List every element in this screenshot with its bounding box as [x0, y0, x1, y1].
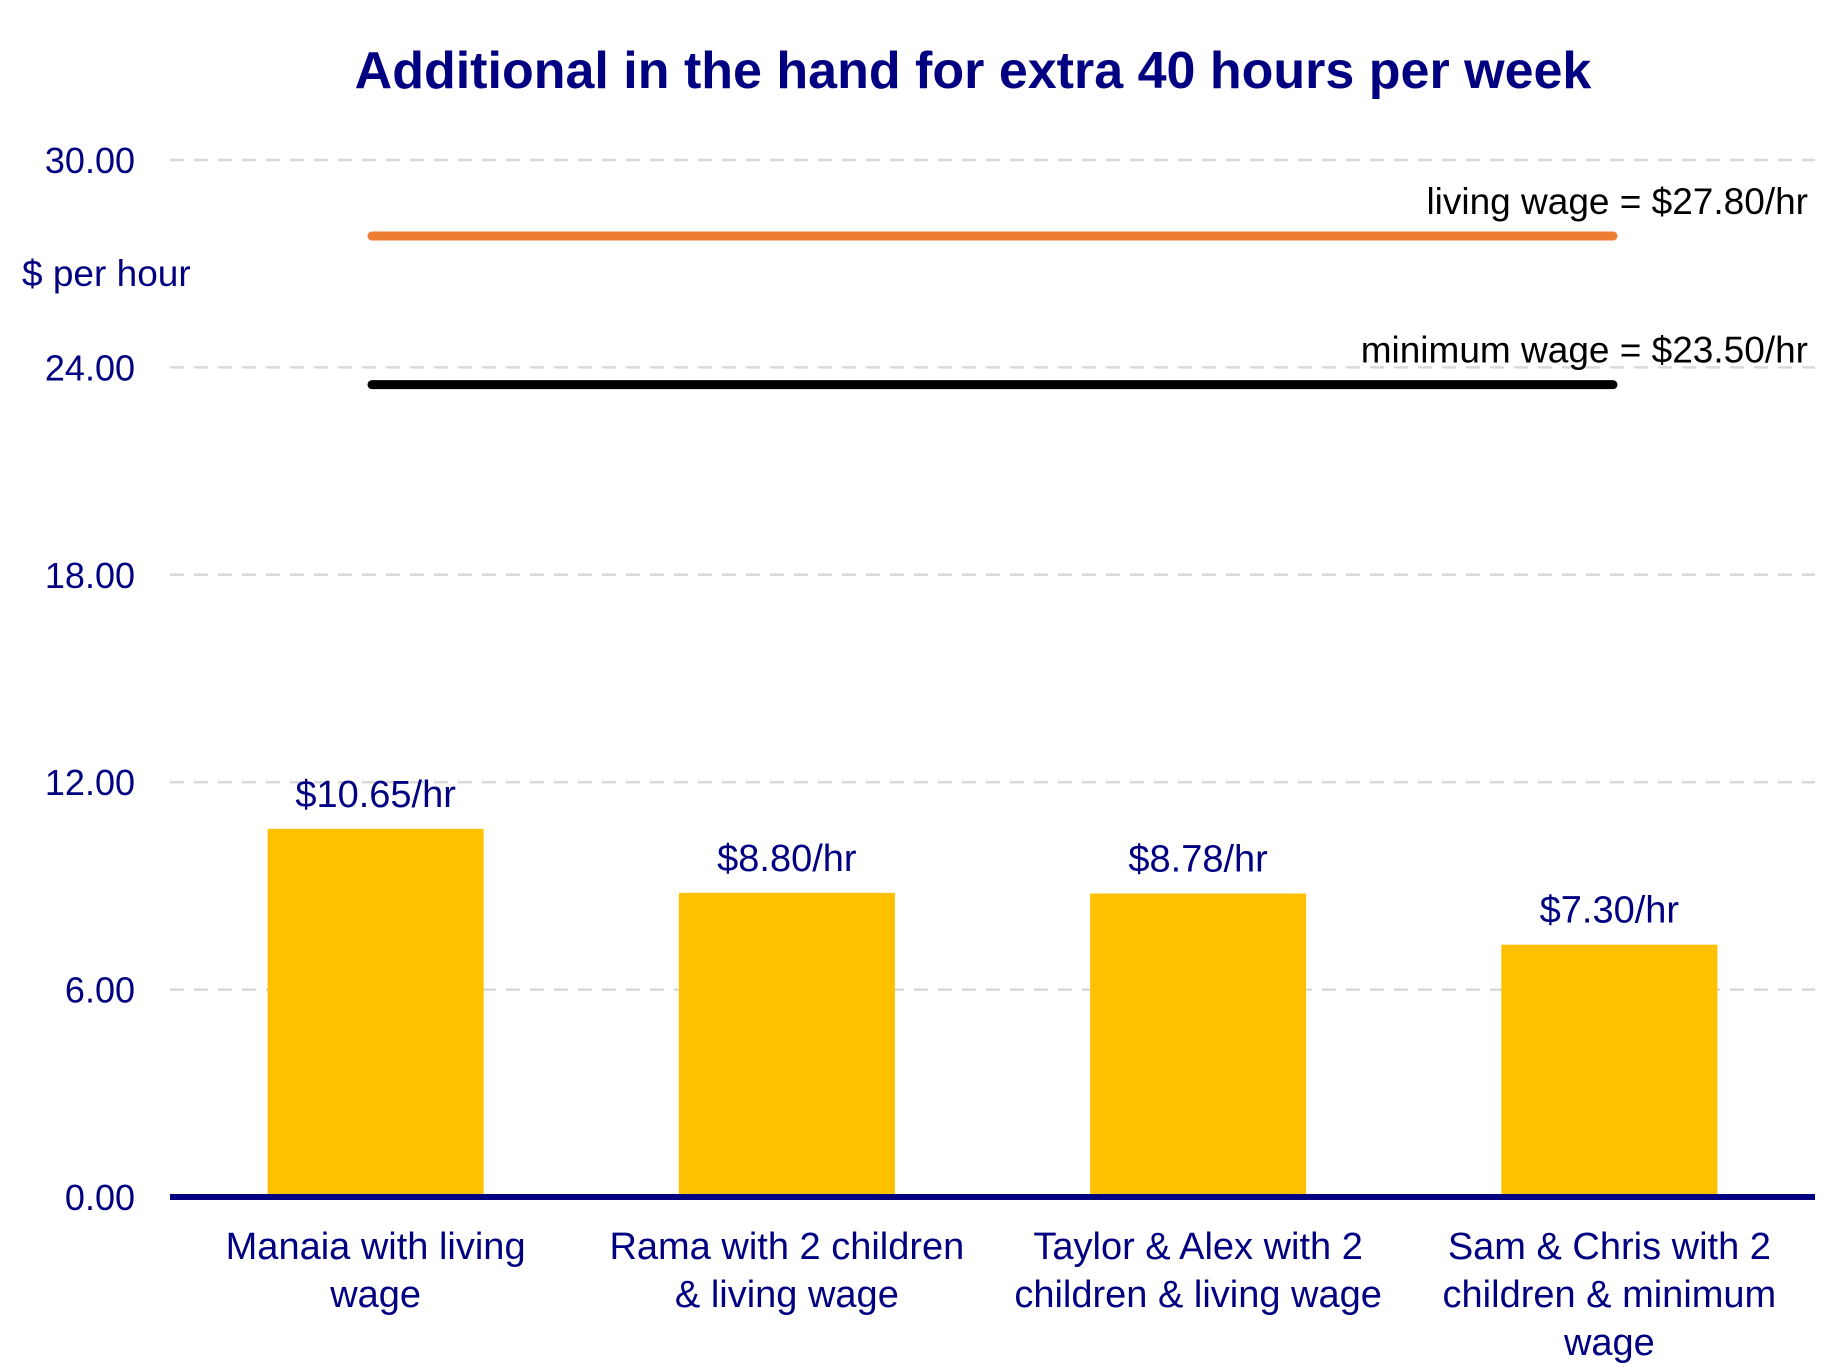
- category-label-line: Manaia with living: [226, 1226, 526, 1268]
- category-label-line: Taylor & Alex with 2: [1033, 1226, 1362, 1268]
- bar-value-label: $10.65/hr: [295, 774, 456, 816]
- category-labels: Manaia with living wage Rama with 2 childr…: [226, 1226, 1777, 1364]
- y-tick-label: 18.00: [45, 555, 135, 596]
- bar: [1501, 944, 1718, 1197]
- bar-value-label: $7.30/hr: [1540, 890, 1680, 932]
- category-label-line: wage: [329, 1274, 421, 1316]
- reference-lines: living wage = $27.80/hr minimum wage = $2…: [367, 181, 1808, 390]
- category-label-line: & living wage: [675, 1274, 899, 1316]
- chart-title: Additional in the hand for extra 40 hour…: [355, 42, 1592, 100]
- y-axis-ticks: 0.00 6.00 12.00 18.00 24.00 30.00: [45, 140, 135, 1218]
- y-tick-label: 30.00: [45, 140, 135, 181]
- category-label-line: wage: [1563, 1322, 1655, 1364]
- category-label-line: Rama with 2 children: [609, 1226, 964, 1268]
- bar: [678, 892, 895, 1197]
- category-label: Manaia with living wage: [226, 1226, 526, 1316]
- category-label: Rama with 2 children & living wage: [609, 1226, 964, 1316]
- y-tick-label: 12.00: [45, 762, 135, 803]
- bar-value-label: $8.78/hr: [1128, 839, 1268, 881]
- y-tick-label: 0.00: [65, 1177, 135, 1218]
- category-label: Sam & Chris with 2 children & minimum wage: [1443, 1226, 1777, 1364]
- minimum-wage-label: minimum wage = $23.50/hr: [1361, 330, 1808, 371]
- living-wage-label: living wage = $27.80/hr: [1426, 181, 1808, 222]
- bar: [1090, 893, 1307, 1197]
- category-label-line: children & living wage: [1014, 1274, 1382, 1316]
- y-tick-label: 6.00: [65, 970, 135, 1011]
- category-label-line: Sam & Chris with 2: [1448, 1226, 1771, 1268]
- y-tick-label: 24.00: [45, 347, 135, 388]
- bar: [267, 828, 484, 1197]
- category-label: Taylor & Alex with 2 children & living wa…: [1014, 1226, 1382, 1316]
- category-label-line: children & minimum: [1443, 1274, 1777, 1316]
- bar-value-label: $8.80/hr: [717, 838, 857, 880]
- y-axis-label: $ per hour: [22, 253, 191, 294]
- bars: $10.65/hr $8.80/hr $8.78/hr $7.30/hr: [267, 774, 1718, 1197]
